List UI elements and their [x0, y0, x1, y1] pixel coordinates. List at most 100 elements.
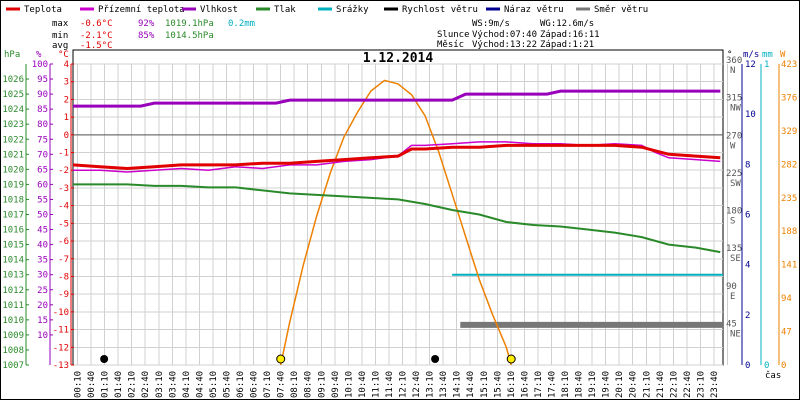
sunset-marker [506, 354, 516, 364]
plot-area [72, 49, 724, 366]
hpa-axis-tick-label: 1008 [2, 346, 24, 356]
time-axis-label: čas [765, 370, 781, 381]
dir-axis-value: 270 [726, 131, 742, 141]
info-moon-rise: Východ:13:22 [472, 40, 537, 50]
wind-axis-tick-label: 0 [745, 361, 750, 371]
stat-min-hum: 85% [138, 31, 155, 41]
dir-axis-value: 45 [726, 319, 737, 329]
info-sun-label: Slunce [437, 30, 470, 40]
chart-title: 1.12.2014 [363, 51, 434, 66]
precip-axis-tick-label: 0 [764, 361, 769, 371]
solar-axis-tick-label: 94 [781, 294, 792, 304]
time-tick-label: 06:10 [236, 371, 246, 398]
dir-axis-compass: S [730, 217, 735, 227]
hpa-axis-tick-label: 1021 [2, 150, 24, 160]
pct-axis-tick-label: 55 [37, 195, 48, 205]
time-tick-label: 00:10 [74, 371, 84, 398]
wind-axis-tick-label: 2 [745, 311, 750, 321]
hpa-axis-tick-label: 1019 [2, 180, 24, 190]
time-tick-label: 22:10 [669, 371, 679, 398]
info-ws: WS:9m/s [472, 19, 510, 29]
hpa-axis-tick-label: 1013 [2, 271, 24, 281]
hpa-axis-tick-label: 1015 [2, 241, 24, 251]
unit-hpa: hPa [4, 50, 20, 60]
stat-min-press: 1014.5hPa [165, 31, 214, 41]
pct-axis-tick-label: 50 [37, 211, 48, 221]
legend-label-temperature: Teplota [24, 5, 62, 15]
unit-deg: ° [727, 50, 732, 60]
info-wg: WG:12.6m/s [540, 19, 594, 29]
unit-mm: mm [762, 50, 773, 60]
time-tick-label: 06:40 [250, 371, 260, 398]
time-tick-label: 01:40 [114, 371, 124, 398]
hpa-axis-tick-label: 1012 [2, 286, 24, 296]
temp-axis-tick-label: 0 [64, 131, 69, 141]
pct-axis-tick-label: 35 [37, 256, 48, 266]
legend-label-precip: Srážky [336, 5, 369, 15]
hpa-axis-tick-label: 1026 [2, 75, 24, 85]
time-tick-label: 03:10 [155, 371, 165, 398]
hpa-axis-tick-label: 1007 [2, 361, 24, 371]
temp-axis-tick-label: -3 [58, 184, 69, 194]
hpa-axis-tick-label: 1023 [2, 120, 24, 130]
temp-axis-tick-label: -7 [58, 255, 69, 265]
info-sun-set: Západ:16:11 [540, 30, 600, 40]
stat-max-label: max [52, 19, 69, 29]
pct-axis-tick-label: 10 [37, 331, 48, 341]
moonrise-marker [431, 355, 440, 363]
pct-axis-tick-label: 65 [37, 165, 48, 175]
solar-axis-tick-label: 376 [781, 93, 797, 103]
solar-axis-tick-label: 188 [781, 227, 797, 237]
temp-axis-tick-label: 4 [64, 60, 69, 70]
hpa-axis-tick-label: 1017 [2, 211, 24, 221]
time-tick-label: 11:10 [371, 371, 381, 398]
legend-label-dew_point: Přízemní teplota [98, 5, 185, 15]
stat-max-press: 1019.1hPa [165, 19, 214, 29]
precip-axis-tick-label: 1 [764, 60, 769, 70]
time-tick-label: 00:40 [87, 371, 97, 398]
dir-axis-value: 225 [726, 169, 742, 179]
solar-axis-tick-label: 282 [781, 160, 797, 170]
time-tick-label: 23:10 [696, 371, 706, 398]
solar-axis-tick-label: 0 [781, 361, 786, 371]
temp-axis-tick-label: 1 [64, 113, 69, 123]
time-tick-label: 04:10 [182, 371, 192, 398]
time-tick-label: 09:40 [331, 371, 341, 398]
hpa-axis-tick-label: 1010 [2, 316, 24, 326]
time-tick-label: 13:10 [426, 371, 436, 398]
time-tick-label: 20:40 [629, 371, 639, 398]
hpa-axis-tick-label: 1016 [2, 226, 24, 236]
legend-label-wind_speed: Rychlost větru [402, 5, 478, 15]
hpa-axis-tick-label: 1018 [2, 195, 24, 205]
time-tick-label: 18:10 [561, 371, 571, 398]
time-tick-label: 10:10 [344, 371, 354, 398]
time-tick-label: 21:10 [642, 371, 652, 398]
time-tick-label: 03:40 [168, 371, 178, 398]
wind-axis-tick-label: 4 [745, 261, 750, 271]
humidity-series [73, 89, 721, 108]
time-tick-label: 16:40 [520, 371, 530, 398]
stat-max-hum: 92% [138, 19, 155, 29]
wind-axis-tick-label: 12 [745, 60, 756, 70]
hpa-axis-tick-label: 1009 [2, 331, 24, 341]
solar-axis-tick-label: 235 [781, 194, 797, 204]
stats-block: max -0.6°C 92% 1019.1hPa 0.2mm min -2.1°… [52, 19, 255, 51]
time-tick-label: 15:40 [493, 371, 503, 398]
temp-axis-tick-label: -5 [58, 219, 69, 229]
stat-avg-temp: -1.5°C [80, 41, 113, 51]
wind-axis-tick-label: 6 [745, 211, 750, 221]
stat-min-label: min [52, 31, 68, 41]
pct-axis-tick-label: 100 [32, 60, 48, 70]
pct-axis-tick-label: 95 [37, 75, 48, 85]
solar-series [279, 79, 512, 366]
time-tick-label: 14:40 [466, 371, 476, 398]
grid [73, 63, 729, 366]
pct-axis-tick-label: 90 [37, 90, 48, 100]
temp-axis-tick-label: -1 [58, 149, 69, 159]
hpa-axis-tick-label: 1024 [2, 105, 24, 115]
time-tick-label: 15:10 [480, 371, 490, 398]
dew-point-series [73, 141, 721, 173]
time-tick-label: 17:10 [534, 371, 544, 398]
hpa-axis-tick-label: 1025 [2, 90, 24, 100]
time-tick-label: 12:40 [412, 371, 422, 398]
